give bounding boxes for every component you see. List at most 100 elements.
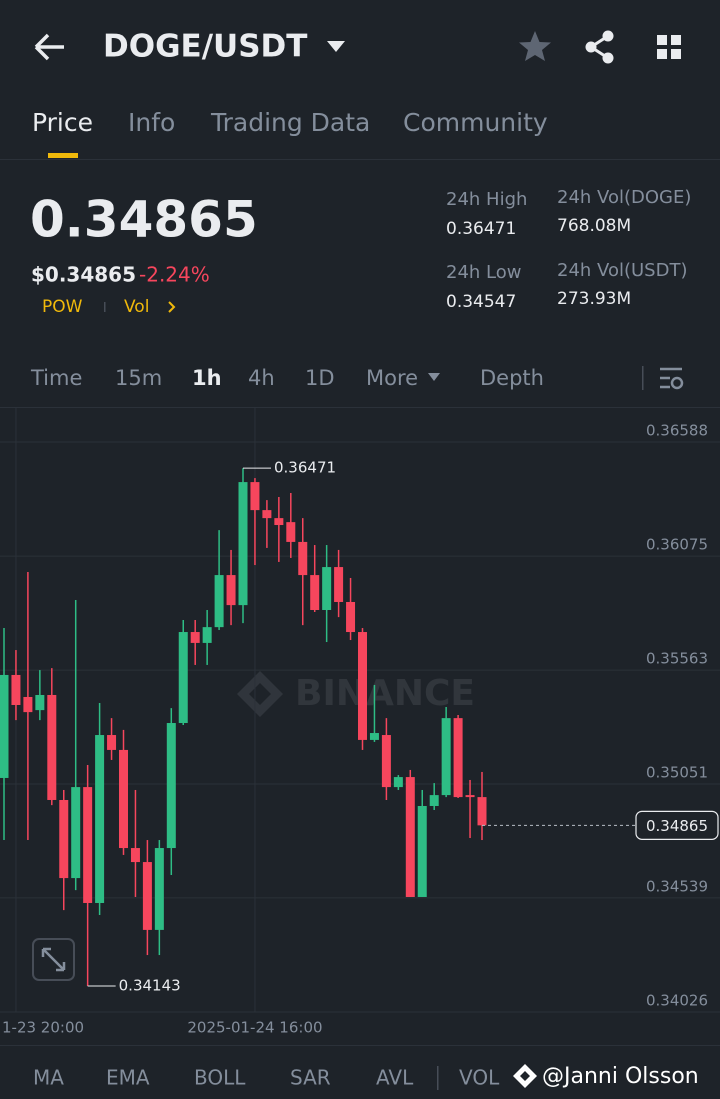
- settings-icon: [670, 376, 684, 390]
- menu-icon: [657, 35, 667, 45]
- interval[interactable]: Depth: [480, 366, 544, 390]
- candle-body: [298, 541, 308, 576]
- pair-title[interactable]: DOGE/USDT: [103, 29, 307, 65]
- y-tick-label: 0.36075: [646, 536, 708, 554]
- candle-body: [59, 799, 69, 879]
- share-icon: [588, 34, 609, 60]
- candle-body: [429, 795, 439, 806]
- grid-menu[interactable]: [657, 35, 681, 59]
- indicator[interactable]: MA: [33, 1066, 64, 1090]
- candle-body: [453, 718, 463, 798]
- tab[interactable]: Price: [32, 108, 93, 137]
- watermark-logo: [237, 671, 283, 717]
- favorite-star[interactable]: [519, 31, 551, 61]
- candle-body: [441, 718, 451, 796]
- interval[interactable]: 15m: [115, 366, 162, 390]
- tag[interactable]: Vol: [124, 297, 149, 317]
- indicator[interactable]: AVL: [376, 1066, 414, 1090]
- candle-body: [286, 522, 296, 542]
- stat-value: 768.08M: [557, 216, 631, 236]
- indicator[interactable]: BOLL: [194, 1066, 246, 1090]
- indicator[interactable]: EMA: [106, 1066, 150, 1090]
- price-change: -2.24%: [139, 263, 210, 287]
- expand-icon: [41, 947, 66, 972]
- indicator[interactable]: VOL: [459, 1066, 500, 1090]
- interval[interactable]: 1h: [192, 366, 222, 390]
- candle-body: [274, 518, 284, 526]
- tab[interactable]: Info: [128, 108, 175, 137]
- separator: [437, 1066, 439, 1090]
- author-watermark: @Janni Olsson: [542, 1064, 699, 1089]
- candle-body: [393, 777, 403, 788]
- candle-body: [190, 632, 200, 643]
- tab[interactable]: Community: [403, 108, 548, 137]
- more-dropdown: [428, 373, 440, 381]
- candle-body: [95, 735, 105, 903]
- pair-dropdown[interactable]: [327, 41, 345, 52]
- candle-body: [226, 575, 236, 606]
- candle-body: [23, 696, 33, 713]
- x-tick-label: 2025-01-24 16:00: [187, 1019, 322, 1037]
- candle-body: [35, 694, 45, 711]
- interval[interactable]: More: [366, 366, 418, 390]
- stat-label: 24h Low: [446, 262, 521, 283]
- candle-body: [417, 805, 427, 897]
- separator: [642, 366, 644, 390]
- share-button[interactable]: [585, 30, 614, 64]
- chart-settings[interactable]: [660, 367, 684, 390]
- stat-value: 0.34547: [446, 292, 516, 312]
- candle-body: [369, 733, 379, 740]
- candle-body: [154, 848, 164, 930]
- candle-body: [0, 674, 9, 778]
- menu-icon: [657, 49, 667, 59]
- interval[interactable]: 1D: [305, 366, 335, 390]
- stat-label: 24h High: [446, 189, 527, 210]
- candle-body: [166, 723, 176, 849]
- watermark-logo: [513, 1064, 537, 1088]
- logo-shape: [237, 671, 283, 717]
- y-tick-label: 0.35563: [646, 650, 708, 668]
- interval[interactable]: Time: [30, 366, 82, 390]
- candle-body: [465, 795, 475, 798]
- candle-body: [47, 694, 57, 800]
- candle-body: [405, 777, 415, 897]
- expand-button[interactable]: [32, 938, 75, 981]
- candle-body: [322, 567, 332, 611]
- y-tick-label: 0.34026: [646, 992, 708, 1010]
- y-tick-label: 0.34539: [646, 877, 708, 895]
- stat-value: 273.93M: [557, 289, 631, 309]
- usd-price: $0.34865: [31, 263, 136, 287]
- expand-frame: [32, 938, 75, 981]
- candle-body: [107, 735, 117, 750]
- candle-body: [130, 848, 140, 863]
- candle-body: [71, 787, 81, 879]
- last-price-label: 0.34865: [646, 817, 708, 835]
- menu-icon: [671, 35, 681, 45]
- stat-label: 24h Vol(USDT): [557, 260, 687, 281]
- candle-body: [250, 482, 260, 511]
- tab-indicator: [48, 153, 78, 158]
- high-marker-label: 0.36471: [274, 459, 336, 477]
- menu-icon: [671, 49, 681, 59]
- candle-body: [477, 797, 487, 826]
- tab[interactable]: Trading Data: [210, 108, 370, 137]
- back-button[interactable]: [34, 33, 64, 61]
- candle-body: [334, 567, 344, 602]
- candle-body: [238, 482, 248, 606]
- candle-body: [214, 575, 224, 628]
- y-tick-label: 0.36588: [646, 422, 708, 440]
- candle-body: [202, 627, 212, 643]
- last-price: 0.34865: [30, 191, 258, 249]
- x-tick-label: 1-23 20:00: [2, 1019, 84, 1037]
- plot: 0.36588 0.36075 0.35563 0.35051 0.34539 0.340…: [0, 408, 720, 1037]
- stat-label: 24h Vol(DOGE): [557, 187, 691, 208]
- candle-body: [262, 510, 272, 519]
- interval[interactable]: 4h: [248, 366, 275, 390]
- stat-value: 0.36471: [446, 219, 516, 239]
- back-arrow: [34, 33, 64, 61]
- low-marker-label: 0.34143: [119, 976, 181, 994]
- indicator[interactable]: SAR: [290, 1066, 331, 1090]
- tag[interactable]: POW: [42, 297, 83, 317]
